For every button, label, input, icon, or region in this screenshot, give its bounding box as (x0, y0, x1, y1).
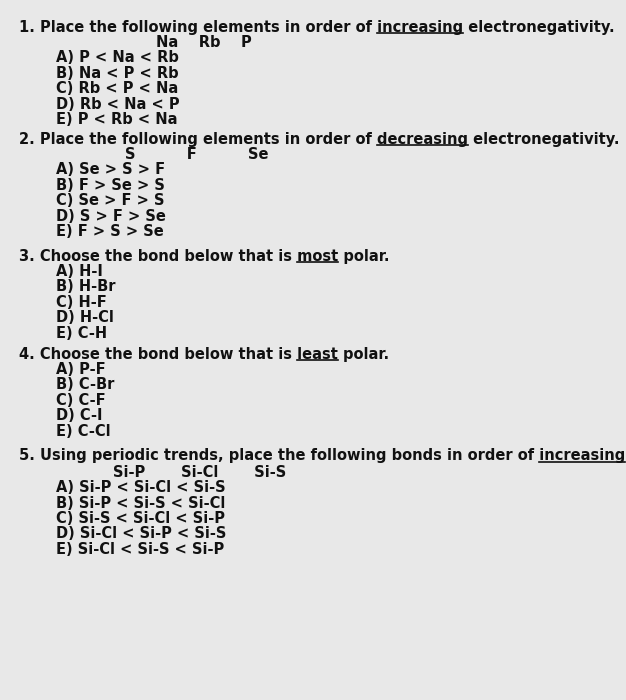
Text: E) C-H: E) C-H (56, 326, 108, 340)
Text: E) Si-Cl < Si-S < Si-P: E) Si-Cl < Si-S < Si-P (56, 542, 225, 557)
Text: Na    Rb    P: Na Rb P (156, 35, 252, 50)
Text: B) F > Se > S: B) F > Se > S (56, 178, 165, 193)
Text: B) C-Br: B) C-Br (56, 377, 115, 392)
Text: 2. Place the following elements in order of: 2. Place the following elements in order… (19, 132, 377, 146)
Text: B) H-Br: B) H-Br (56, 279, 116, 294)
Text: A) Si-P < Si-Cl < Si-S: A) Si-P < Si-Cl < Si-S (56, 480, 226, 495)
Text: 2. Place the following elements in order of decreasing: 2. Place the following elements in order… (19, 132, 468, 146)
Text: 1. Place the following elements in order of increasing electronegativity.: 1. Place the following elements in order… (19, 20, 614, 34)
Text: 5. Using periodic trends, place the following bonds in order of increasing: 5. Using periodic trends, place the foll… (19, 448, 625, 463)
Text: 4. Choose the bond below that is: 4. Choose the bond below that is (19, 346, 297, 361)
Text: C) C-F: C) C-F (56, 393, 106, 407)
Text: 2. Place the following elements in order of decreasing electronegativity.: 2. Place the following elements in order… (19, 132, 619, 146)
Text: E) C-Cl: E) C-Cl (56, 424, 111, 438)
Text: C) Se > F > S: C) Se > F > S (56, 193, 165, 208)
Text: A) P-F: A) P-F (56, 362, 106, 377)
Text: A) H-I: A) H-I (56, 264, 103, 279)
Text: B) Na < P < Rb: B) Na < P < Rb (56, 66, 179, 80)
Text: 5. Using periodic trends, place the following bonds in order of: 5. Using periodic trends, place the foll… (19, 448, 539, 463)
Text: B) Si-P < Si-S < Si-Cl: B) Si-P < Si-S < Si-Cl (56, 496, 226, 510)
Text: 3. Choose the bond below that is most: 3. Choose the bond below that is most (19, 248, 338, 263)
Text: 3. Choose the bond below that is most polar.: 3. Choose the bond below that is most po… (19, 248, 389, 263)
Text: 5. Using periodic trends, place the following bonds in order of increasing ionic: 5. Using periodic trends, place the foll… (19, 448, 626, 463)
Text: E) F > S > Se: E) F > S > Se (56, 224, 164, 239)
Text: D) C-I: D) C-I (56, 408, 103, 423)
Text: S          F          Se: S F Se (125, 147, 269, 162)
Text: 3. Choose the bond below that is: 3. Choose the bond below that is (19, 248, 297, 263)
Text: 4. Choose the bond below that is least: 4. Choose the bond below that is least (19, 346, 337, 361)
Text: D) H-Cl: D) H-Cl (56, 310, 114, 325)
Text: Si-P       Si-Cl       Si-S: Si-P Si-Cl Si-S (113, 465, 286, 480)
Text: E) P < Rb < Na: E) P < Rb < Na (56, 112, 178, 127)
Text: C) H-F: C) H-F (56, 295, 107, 309)
Text: A) Se > S > F: A) Se > S > F (56, 162, 165, 177)
Text: 1. Place the following elements in order of increasing: 1. Place the following elements in order… (19, 20, 463, 34)
Text: D) S > F > Se: D) S > F > Se (56, 209, 167, 223)
Text: A) P < Na < Rb: A) P < Na < Rb (56, 50, 179, 65)
Text: 1. Place the following elements in order of: 1. Place the following elements in order… (19, 20, 377, 34)
Text: D) Si-Cl < Si-P < Si-S: D) Si-Cl < Si-P < Si-S (56, 526, 227, 541)
Text: D) Rb < Na < P: D) Rb < Na < P (56, 97, 180, 111)
Text: 4. Choose the bond below that is least polar.: 4. Choose the bond below that is least p… (19, 346, 389, 361)
Text: C) Rb < P < Na: C) Rb < P < Na (56, 81, 178, 96)
Text: C) Si-S < Si-Cl < Si-P: C) Si-S < Si-Cl < Si-P (56, 511, 225, 526)
